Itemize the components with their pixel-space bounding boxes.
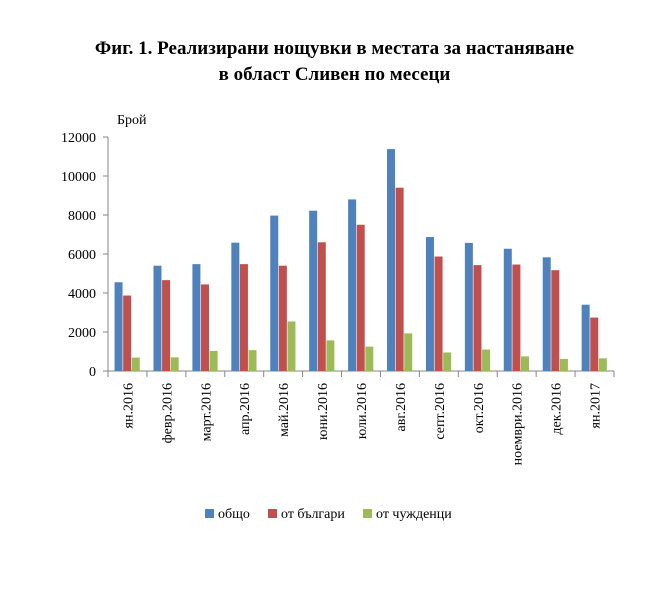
bar xyxy=(170,357,179,371)
legend-label: от чужденци xyxy=(376,507,452,522)
bar xyxy=(162,280,171,371)
x-tick-label: юли.2016 xyxy=(355,383,370,439)
bar xyxy=(404,333,413,371)
bar xyxy=(443,352,452,371)
bar xyxy=(192,264,201,371)
x-tick-label: ян.2017 xyxy=(589,383,604,428)
x-tick-label: ян.2016 xyxy=(122,383,137,428)
bar xyxy=(551,270,560,371)
bar xyxy=(248,350,257,371)
x-tick-label: март.2016 xyxy=(199,383,214,441)
bar xyxy=(434,256,443,371)
legend-swatch xyxy=(363,509,372,518)
bar xyxy=(270,215,279,371)
y-tick-label: 0 xyxy=(89,365,96,380)
x-tick-label: февр.2016 xyxy=(160,383,175,443)
legend-swatch xyxy=(268,509,277,518)
bar xyxy=(559,358,568,371)
bar xyxy=(153,265,162,371)
y-tick-label: 4000 xyxy=(68,287,96,302)
y-tick-label: 6000 xyxy=(68,248,96,263)
bar xyxy=(395,187,404,371)
bar xyxy=(317,242,326,371)
y-tick-label: 8000 xyxy=(68,209,96,224)
chart-title-line1: Фиг. 1. Реализирани нощувки в местата за… xyxy=(94,38,575,59)
x-tick-label: окт.2016 xyxy=(472,383,487,433)
bar xyxy=(201,284,210,371)
bar xyxy=(123,295,132,371)
x-tick-label: дек.2016 xyxy=(550,383,565,435)
x-tick-label: авг.2016 xyxy=(394,383,409,432)
x-tick-label: апр.2016 xyxy=(238,383,253,435)
legend-swatch xyxy=(205,509,214,518)
bar xyxy=(542,257,551,371)
x-tick-label: май.2016 xyxy=(277,383,292,437)
y-axis-label: Брой xyxy=(117,113,147,128)
bar xyxy=(512,264,521,371)
bar xyxy=(239,264,248,371)
chart-title-line2: в област Сливен по месеци xyxy=(218,64,451,85)
bar xyxy=(209,350,218,371)
bar xyxy=(482,349,491,371)
x-tick-label: юни.2016 xyxy=(316,383,331,440)
chart-title: Фиг. 1. Реализирани нощувки в местата за… xyxy=(0,36,669,88)
bar xyxy=(464,242,473,371)
y-tick-label: 2000 xyxy=(68,326,96,341)
bar xyxy=(590,317,599,371)
bar xyxy=(598,358,607,371)
bar xyxy=(473,265,482,371)
bar xyxy=(365,346,374,372)
bar xyxy=(356,224,365,371)
y-tick-label: 10000 xyxy=(61,170,96,185)
legend-label: общо xyxy=(218,507,250,522)
legend-label: от българи xyxy=(281,507,345,522)
x-tick-label: ноември.2016 xyxy=(511,383,526,465)
x-tick-label: септ.2016 xyxy=(433,383,448,440)
y-tick-label: 12000 xyxy=(61,131,96,146)
bar xyxy=(387,149,396,371)
bar xyxy=(326,340,335,371)
bar xyxy=(131,357,140,371)
bar xyxy=(114,282,123,371)
bar xyxy=(348,199,357,371)
bar xyxy=(581,304,590,371)
bar xyxy=(278,265,287,371)
bar xyxy=(287,321,296,371)
bar xyxy=(231,242,240,371)
bar xyxy=(309,210,318,371)
bar xyxy=(520,356,529,372)
bar xyxy=(503,248,512,371)
bar xyxy=(425,237,434,371)
